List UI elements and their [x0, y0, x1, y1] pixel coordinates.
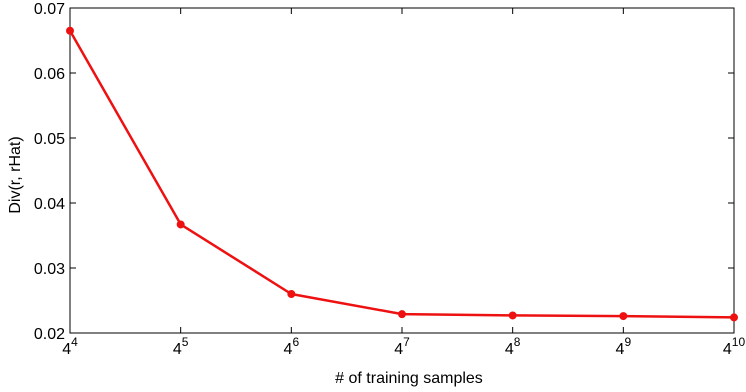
- data-point: [66, 26, 74, 35]
- y-tick-label: 0.07: [34, 1, 65, 18]
- x-tick-label: 46: [284, 335, 300, 358]
- x-tick-label: 49: [616, 335, 632, 358]
- y-tick-label: 0.03: [34, 261, 65, 278]
- y-tick-label: 0.06: [34, 66, 65, 83]
- data-point: [619, 312, 628, 321]
- x-tick-label: 44: [62, 335, 78, 358]
- x-tick-label: 45: [173, 335, 189, 358]
- y-axis-ticks: 0.02 0.03 0.04 0.05 0.06 0.07: [34, 1, 734, 343]
- data-point: [398, 310, 406, 319]
- x-tick-label: 48: [505, 335, 521, 358]
- y-tick-label: 0.02: [34, 326, 65, 343]
- data-point: [176, 220, 185, 229]
- data-point: [508, 311, 517, 320]
- data-point: [730, 313, 738, 322]
- series-group: [66, 26, 738, 322]
- data-point: [287, 290, 296, 298]
- y-tick-label: 0.05: [34, 131, 65, 148]
- plot-frame: [69, 7, 735, 334]
- series-line: [68, 30, 735, 319]
- x-tick-label: 410: [723, 335, 746, 358]
- axes: [69, 7, 735, 334]
- y-tick-label: 0.04: [34, 196, 65, 213]
- x-axis-label: # of training samples: [335, 370, 483, 387]
- x-tick-label: 47: [394, 335, 410, 358]
- y-axis-label: Div(r, rHat): [7, 136, 24, 213]
- x-axis-ticks: 44 45 46 47 48 49 410: [62, 8, 745, 358]
